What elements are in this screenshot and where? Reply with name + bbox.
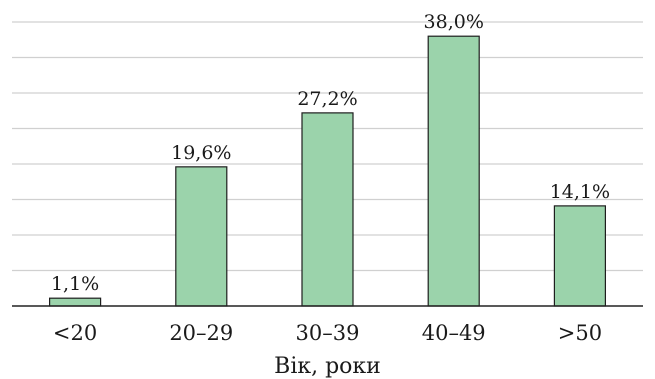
x-tick-label: >50: [558, 321, 602, 345]
bar: [175, 166, 228, 307]
x-tick-label: 20–29: [169, 321, 233, 345]
data-label: 14,1%: [550, 181, 610, 203]
data-label: 27,2%: [297, 88, 357, 110]
data-label: 38,0%: [424, 11, 484, 33]
x-tick-label: <20: [53, 321, 97, 345]
x-tick-label: 40–49: [422, 321, 486, 345]
bars: [48, 35, 607, 307]
bar: [427, 35, 480, 307]
data-label: 1,1%: [51, 273, 99, 295]
bar: [48, 297, 102, 307]
x-tick-label: 30–39: [296, 321, 360, 345]
data-labels: 1,1% 19,6% 27,2% 38,0% 14,1%: [51, 11, 610, 295]
data-label: 19,6%: [171, 142, 231, 164]
x-tick-labels: <20 20–29 30–39 40–49 >50: [53, 321, 602, 345]
bar: [301, 112, 354, 307]
x-axis-title: Вік, роки: [274, 354, 381, 379]
bar: [553, 205, 607, 307]
